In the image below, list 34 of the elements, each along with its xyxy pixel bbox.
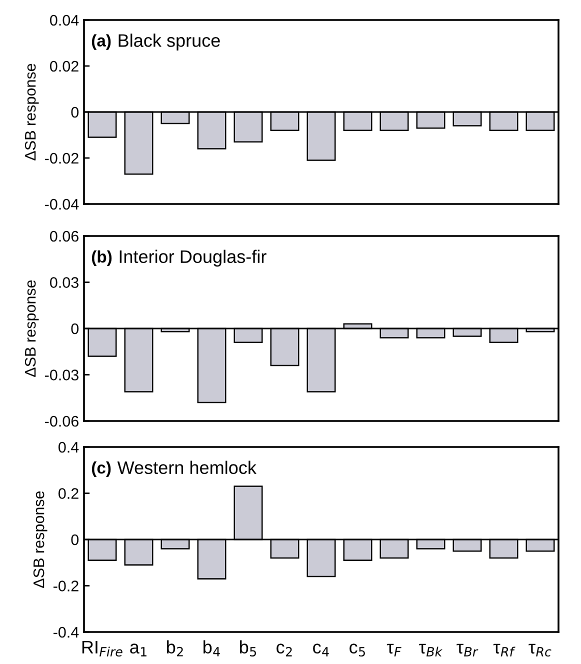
x-tick-label: a$_{1}$ <box>130 644 146 656</box>
y-tick-label: 0.4 <box>58 442 79 453</box>
y-tick-label: 0 <box>71 106 79 118</box>
x-tick-label: b$_{5}$ <box>240 640 256 656</box>
x-tick-label: τ$_{F}$ <box>386 644 402 656</box>
y-tick-label: 0.03 <box>50 277 78 288</box>
y-tick-label: -0.4 <box>53 626 79 638</box>
x-tick-label: b$_{4}$ <box>204 640 220 656</box>
x-tick-label: c$_{5}$ <box>350 644 365 657</box>
x-tick-label: τ$_{Rf}$ <box>493 644 516 656</box>
x-tick-label: RI$_{Fire}$ <box>82 640 122 657</box>
x-tick-label: c$_{2}$ <box>276 644 292 656</box>
x-tick-label: τ$_{Rc}$ <box>528 644 552 657</box>
y-tick-label: -0.02 <box>45 152 78 164</box>
text: (a) Black spruce <box>92 34 220 50</box>
y-tick-label: 0 <box>71 323 79 334</box>
y-axis-title: ΔSB response <box>24 280 39 377</box>
text: (c) Western hemlock <box>92 460 256 477</box>
y-tick-label: 0.2 <box>58 488 78 499</box>
y-tick-label: -0.06 <box>45 416 78 427</box>
text: (b) Interior Douglas-fir <box>92 250 266 267</box>
x-tick-label: c$_{4}$ <box>313 644 329 656</box>
x-tick-label: τ$_{Bk}$ <box>419 644 443 656</box>
y-axis-title: ΔSB response <box>24 64 39 160</box>
y-tick-label: 0.02 <box>50 60 78 72</box>
y-tick-label: -0.2 <box>53 580 78 592</box>
y-axis-title: ΔSB response <box>33 491 48 588</box>
y-tick-label: 0.04 <box>50 14 79 26</box>
x-tick-label: τ$_{Br}$ <box>456 644 478 656</box>
y-tick-label: -0.04 <box>45 198 79 210</box>
y-tick-label: -0.03 <box>45 370 78 380</box>
y-tick-label: 0 <box>71 534 79 546</box>
x-tick-label: b$_{2}$ <box>167 640 183 656</box>
y-tick-label: 0.06 <box>50 230 78 242</box>
